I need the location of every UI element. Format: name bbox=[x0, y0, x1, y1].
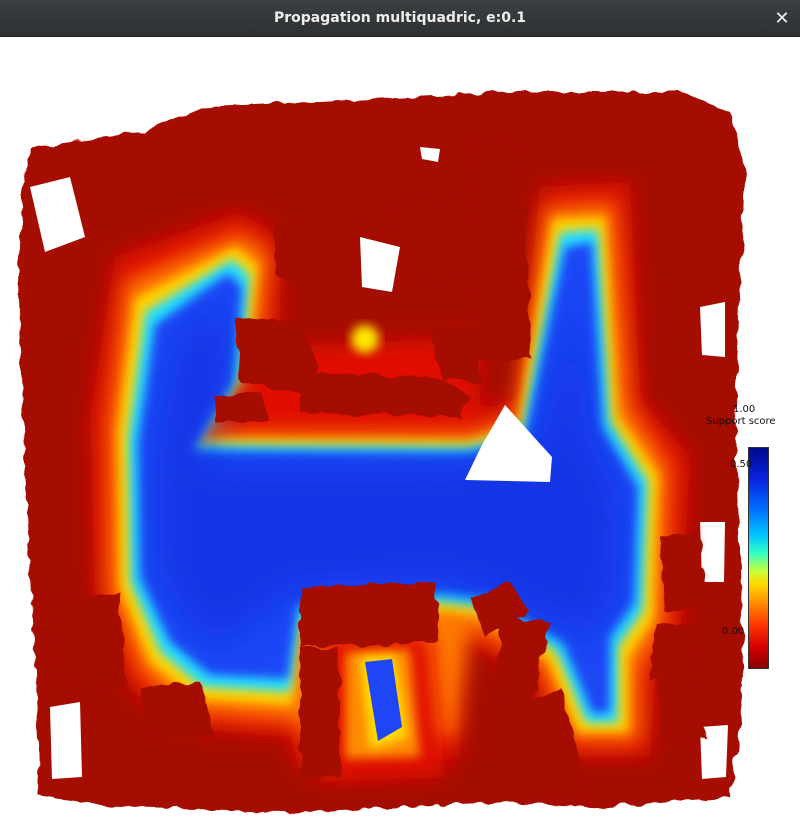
colorbar bbox=[748, 447, 769, 669]
hotspot bbox=[351, 325, 379, 353]
heat-deep-blue bbox=[160, 287, 620, 647]
legend-title: Support score bbox=[706, 416, 776, 427]
heatmap-render bbox=[18, 92, 745, 812]
tick-label-max: 1.00 bbox=[733, 404, 756, 415]
render-viewport[interactable]: Support score 1.00 0.50 0.00 bbox=[0, 37, 800, 837]
unexplored-gap bbox=[465, 405, 552, 482]
furniture bbox=[60, 137, 705, 802]
close-glyph: ✕ bbox=[774, 7, 790, 29]
window-titlebar: Propagation multiquadric, e:0.1 ✕ bbox=[0, 0, 800, 37]
tick-label-mid: 0.50 bbox=[730, 459, 753, 470]
window-title: Propagation multiquadric, e:0.1 bbox=[273, 10, 527, 26]
heat-lower-room bbox=[320, 632, 445, 782]
tick-label-min: 0.00 bbox=[722, 626, 745, 637]
close-icon[interactable]: ✕ bbox=[770, 6, 794, 30]
wall-openings bbox=[30, 147, 728, 779]
unexplored-gap-2 bbox=[360, 237, 400, 292]
